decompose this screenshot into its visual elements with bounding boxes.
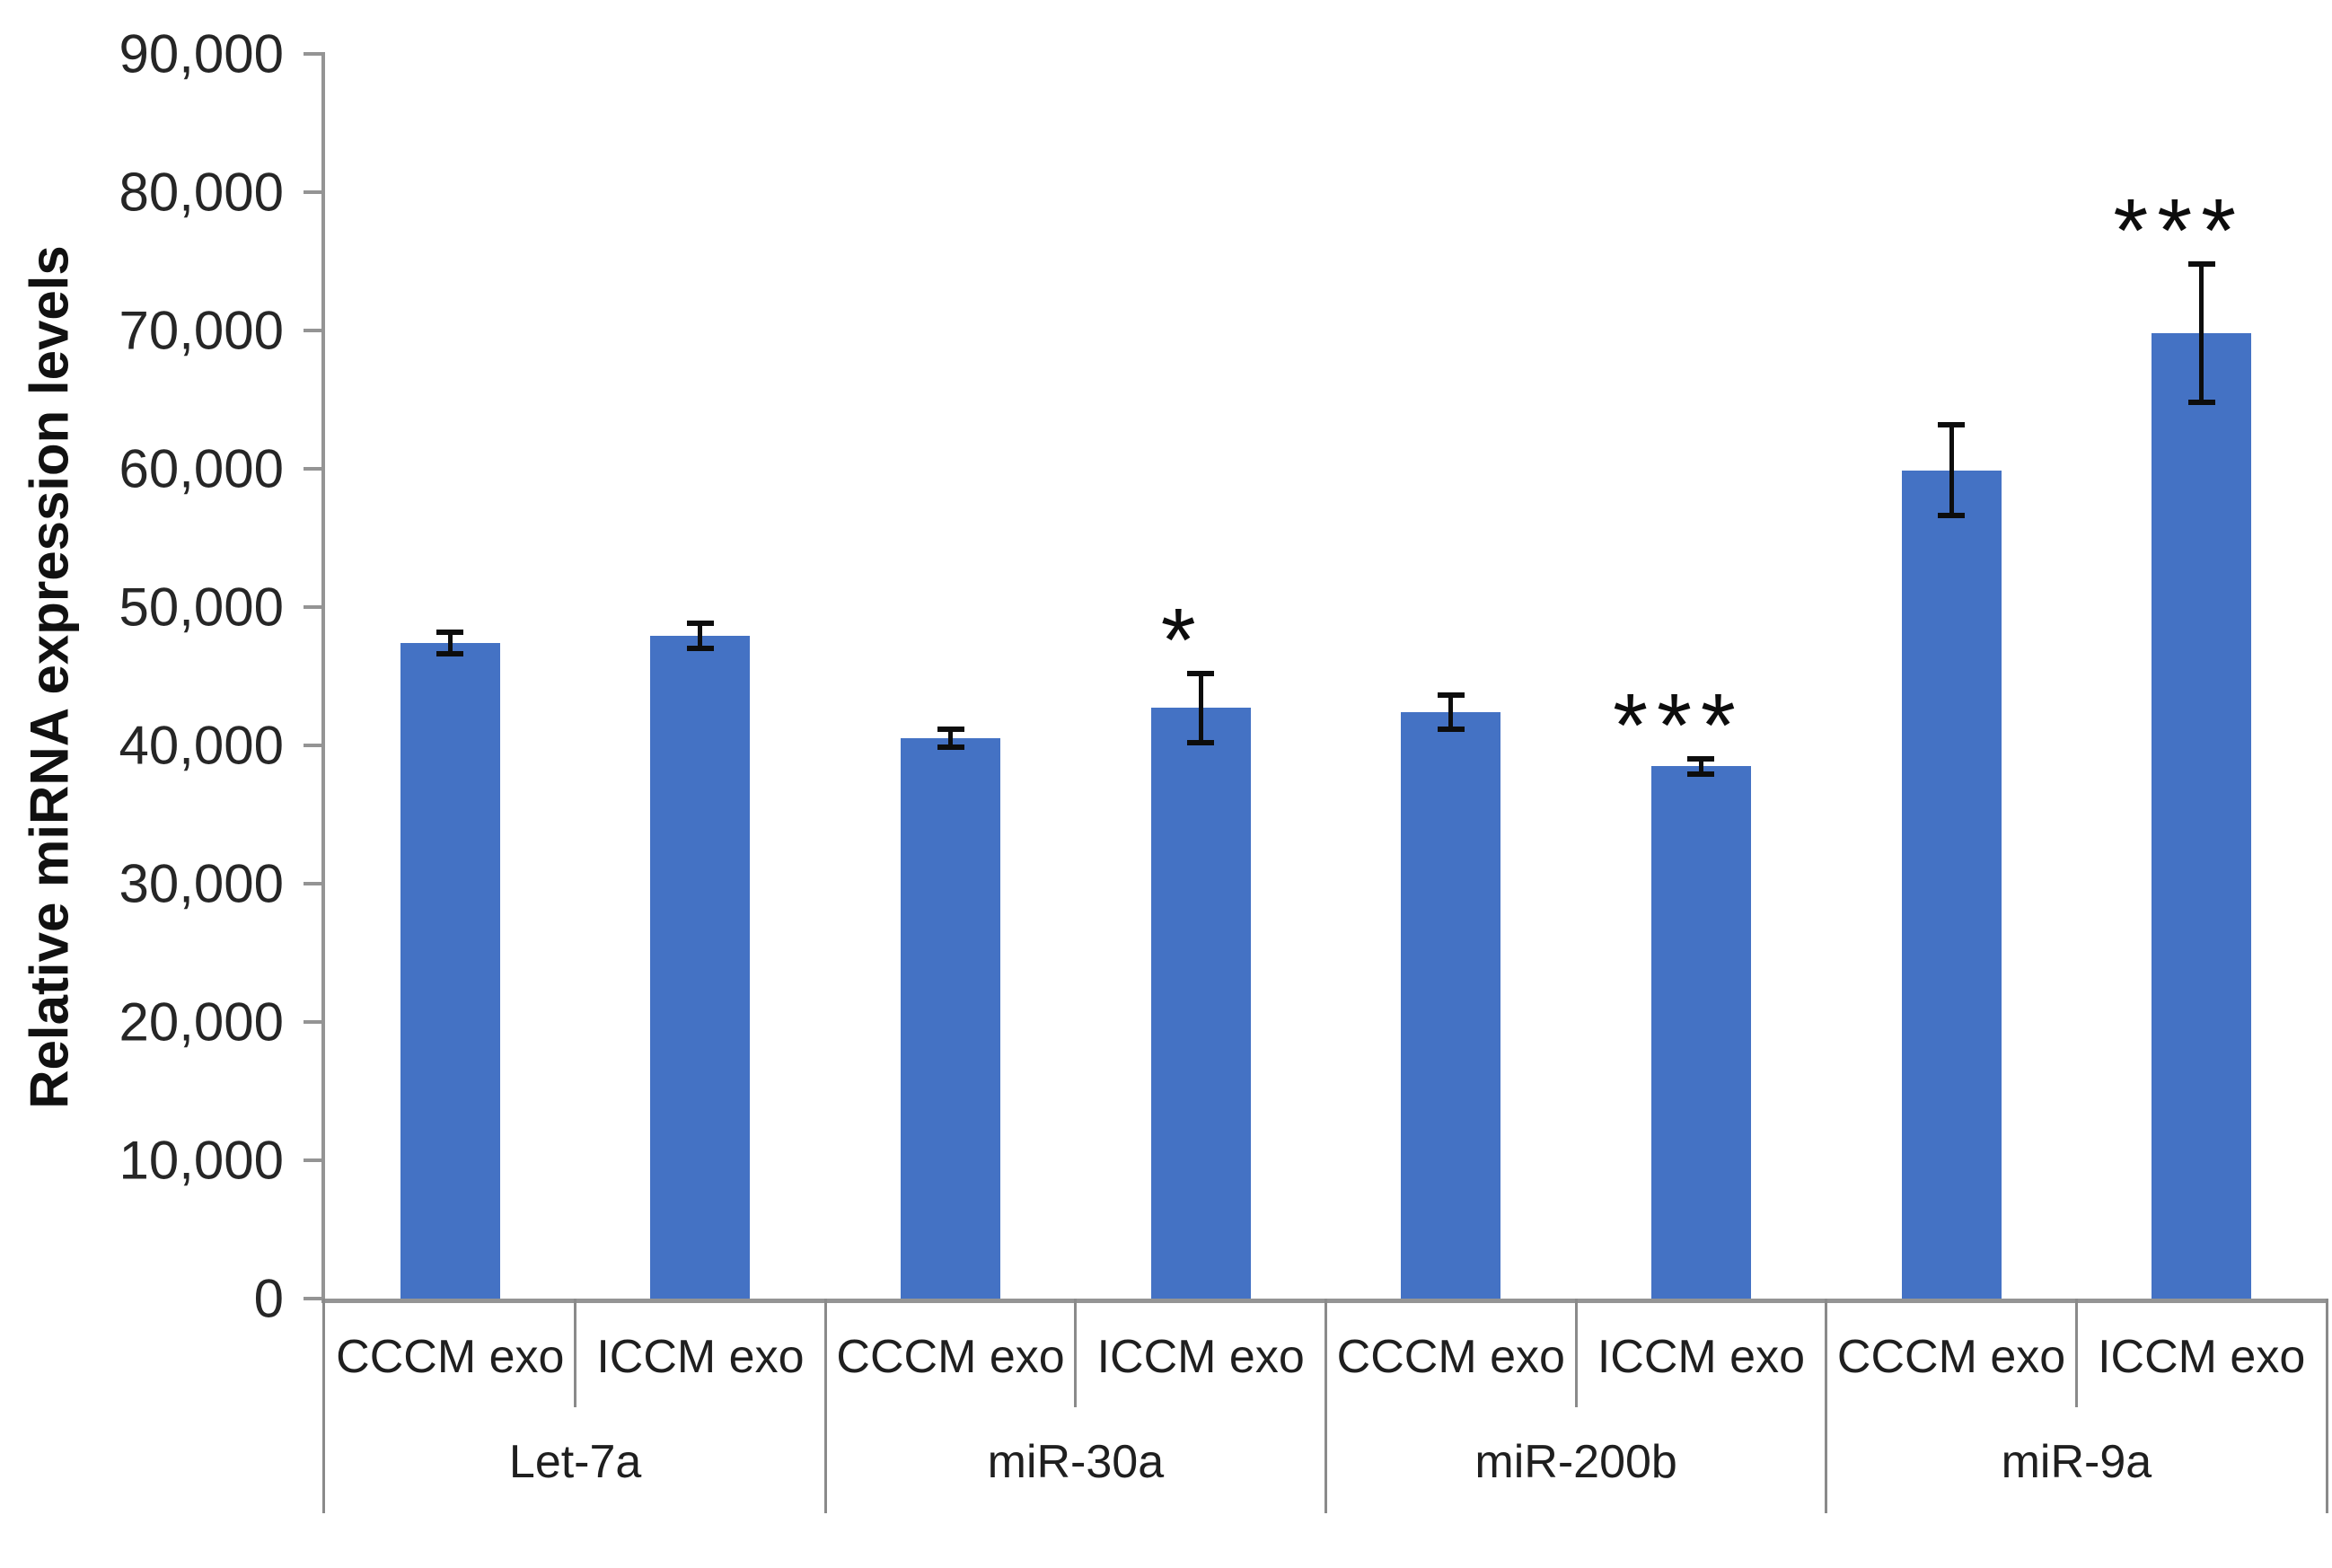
error-bar-cap-bottom — [1437, 727, 1465, 733]
group-category-label: Let-7a — [508, 1436, 642, 1488]
group-category-label: miR-200b — [1474, 1436, 1677, 1488]
y-axis-title: Relative miRNA expression levels — [19, 245, 80, 1109]
bar-category-label: ICCM exo — [596, 1330, 805, 1383]
bar-cccm-exo — [901, 738, 1001, 1299]
y-tick-label: 0 — [253, 1268, 284, 1329]
group-category-label: miR-30a — [987, 1436, 1165, 1488]
error-bar-cap-top — [1437, 692, 1465, 698]
y-tick-mark — [304, 1020, 325, 1024]
group-divider-line — [1324, 1299, 1327, 1513]
error-bar-stem — [1198, 673, 1203, 743]
bar-iccm-exo — [2152, 333, 2252, 1299]
error-bar-cap-bottom — [2187, 400, 2215, 406]
error-bar-cap-bottom — [1687, 771, 1715, 777]
y-tick-mark — [304, 52, 325, 56]
x-axis-line — [321, 1299, 2327, 1303]
y-tick-label: 90,000 — [119, 23, 284, 84]
bar-category-label: ICCM exo — [1597, 1330, 1806, 1383]
y-tick-mark — [304, 1158, 325, 1162]
error-bar-cap-top — [1187, 670, 1215, 676]
condition-divider-line — [1574, 1299, 1578, 1407]
bar-iccm-exo — [650, 636, 751, 1299]
y-tick-mark — [304, 190, 325, 194]
y-tick-label: 80,000 — [119, 162, 284, 223]
error-bar-cap-bottom — [686, 646, 714, 652]
y-tick-mark — [304, 1297, 325, 1300]
error-bar-cap-bottom — [1938, 513, 1966, 519]
error-bar-stem — [2199, 264, 2204, 403]
y-tick-mark — [304, 744, 325, 747]
error-bar-stem — [698, 623, 703, 649]
error-bar-cap-bottom — [436, 651, 464, 657]
bar-category-label: CCCM exo — [836, 1330, 1065, 1383]
significance-marker: * — [1160, 589, 1196, 691]
bar-category-label: CCCM exo — [1336, 1330, 1565, 1383]
group-divider-line — [2325, 1299, 2328, 1513]
group-divider-line — [1825, 1299, 1828, 1513]
bar-category-label: CCCM exo — [1836, 1330, 2066, 1383]
y-tick-mark — [304, 605, 325, 609]
error-bar-stem — [447, 631, 453, 655]
y-tick-mark — [304, 467, 325, 471]
y-tick-label: 50,000 — [119, 577, 284, 638]
y-tick-mark — [304, 882, 325, 885]
bar-iccm-exo — [1150, 708, 1251, 1299]
significance-marker: *** — [1613, 674, 1745, 776]
bar-cccm-exo — [1901, 470, 2002, 1299]
error-bar-cap-top — [1687, 755, 1715, 762]
error-bar-cap-top — [1938, 421, 1966, 427]
bar-cccm-exo — [400, 643, 500, 1299]
significance-marker: *** — [2113, 181, 2246, 282]
error-bar-cap-bottom — [937, 744, 964, 751]
y-tick-label: 40,000 — [119, 715, 284, 776]
bar-category-label: CCCM exo — [336, 1330, 565, 1383]
y-axis-line — [321, 54, 325, 1302]
group-divider-line — [322, 1299, 325, 1513]
error-bar-stem — [1448, 694, 1454, 730]
error-bar-stem — [948, 729, 954, 748]
y-tick-mark — [304, 329, 325, 332]
error-bar-cap-top — [2187, 261, 2215, 268]
error-bar-cap-top — [436, 629, 464, 635]
group-category-label: miR-9a — [2001, 1436, 2152, 1488]
y-tick-label: 60,000 — [119, 438, 284, 499]
bar-cccm-exo — [1401, 712, 1501, 1299]
bar-iccm-exo — [1650, 766, 1751, 1299]
condition-divider-line — [1074, 1299, 1078, 1407]
bar-category-label: ICCM exo — [2098, 1330, 2306, 1383]
y-tick-label: 30,000 — [119, 853, 284, 914]
error-bar-cap-top — [686, 621, 714, 627]
group-divider-line — [823, 1299, 827, 1513]
error-bar-cap-top — [937, 727, 964, 733]
error-bar-stem — [1698, 758, 1703, 774]
condition-divider-line — [574, 1299, 577, 1407]
bar-category-label: ICCM exo — [1096, 1330, 1305, 1383]
error-bar-cap-bottom — [1187, 739, 1215, 745]
y-tick-label: 10,000 — [119, 1130, 284, 1191]
y-tick-label: 70,000 — [119, 300, 284, 361]
error-bar-stem — [1949, 424, 1954, 516]
condition-divider-line — [2074, 1299, 2078, 1407]
y-tick-label: 20,000 — [119, 991, 284, 1053]
